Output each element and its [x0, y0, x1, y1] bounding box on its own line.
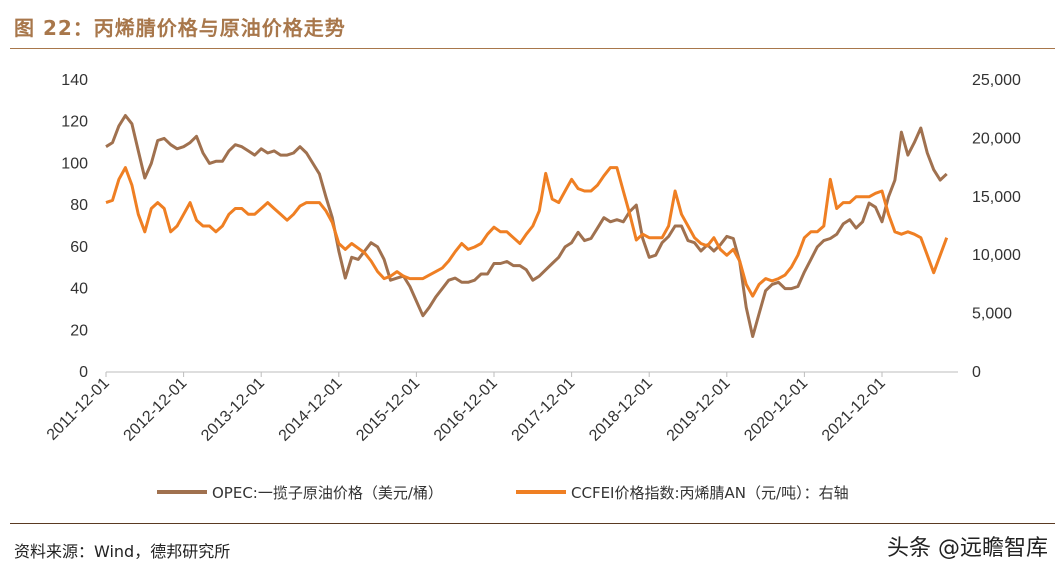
- x-tick-label: 2020-12-01: [741, 375, 811, 445]
- x-tick-label: 2012-12-01: [121, 375, 191, 445]
- source-divider: [10, 523, 1055, 524]
- left-y-tick-label: 0: [79, 364, 88, 381]
- x-tick-label: 2013-12-01: [198, 375, 268, 445]
- left-y-tick-label: 100: [61, 155, 88, 172]
- left-y-tick-label: 20: [70, 322, 88, 339]
- series-line-ccfei: [105, 166, 949, 298]
- title-divider: [10, 48, 1055, 49]
- right-y-tick-label: 15,000: [972, 189, 1021, 206]
- x-tick-label: 2011-12-01: [44, 375, 113, 444]
- x-tick-label: 2014-12-01: [276, 375, 346, 445]
- x-tick-label: 2021-12-01: [819, 375, 889, 445]
- x-tick-label: 2015-12-01: [353, 375, 423, 445]
- left-y-tick-label: 40: [70, 281, 88, 298]
- left-y-tick-label: 140: [61, 72, 88, 89]
- left-y-tick-label: 60: [70, 239, 88, 256]
- right-y-tick-label: 10,000: [972, 247, 1021, 264]
- legend-ccfei-label: CCFEI价格指数:丙烯腈AN（元/吨）：右轴: [571, 484, 849, 502]
- series-line-opec: [105, 114, 948, 338]
- x-tick-label: 2019-12-01: [664, 375, 734, 445]
- right-y-tick-label: 5,000: [972, 306, 1012, 323]
- right-y-tick-label: 0: [972, 364, 981, 381]
- x-tick-label: 2017-12-01: [509, 375, 579, 445]
- legend-opec-label: OPEC:一揽子原油价格（美元/桶）: [212, 484, 443, 502]
- right-y-tick-label: 25,000: [972, 72, 1021, 89]
- watermark: 头条 @远瞻智库: [887, 536, 1048, 561]
- left-y-tick-label: 80: [70, 197, 88, 214]
- x-tick-label: 2016-12-01: [431, 375, 501, 445]
- x-tick-label: 2018-12-01: [586, 375, 656, 445]
- figure-title: 图 22：丙烯腈价格与原油价格走势: [14, 16, 346, 40]
- right-y-tick-label: 20,000: [972, 130, 1021, 147]
- left-y-tick-label: 120: [61, 114, 88, 131]
- source-note: 资料来源：Wind，德邦研究所: [14, 542, 231, 561]
